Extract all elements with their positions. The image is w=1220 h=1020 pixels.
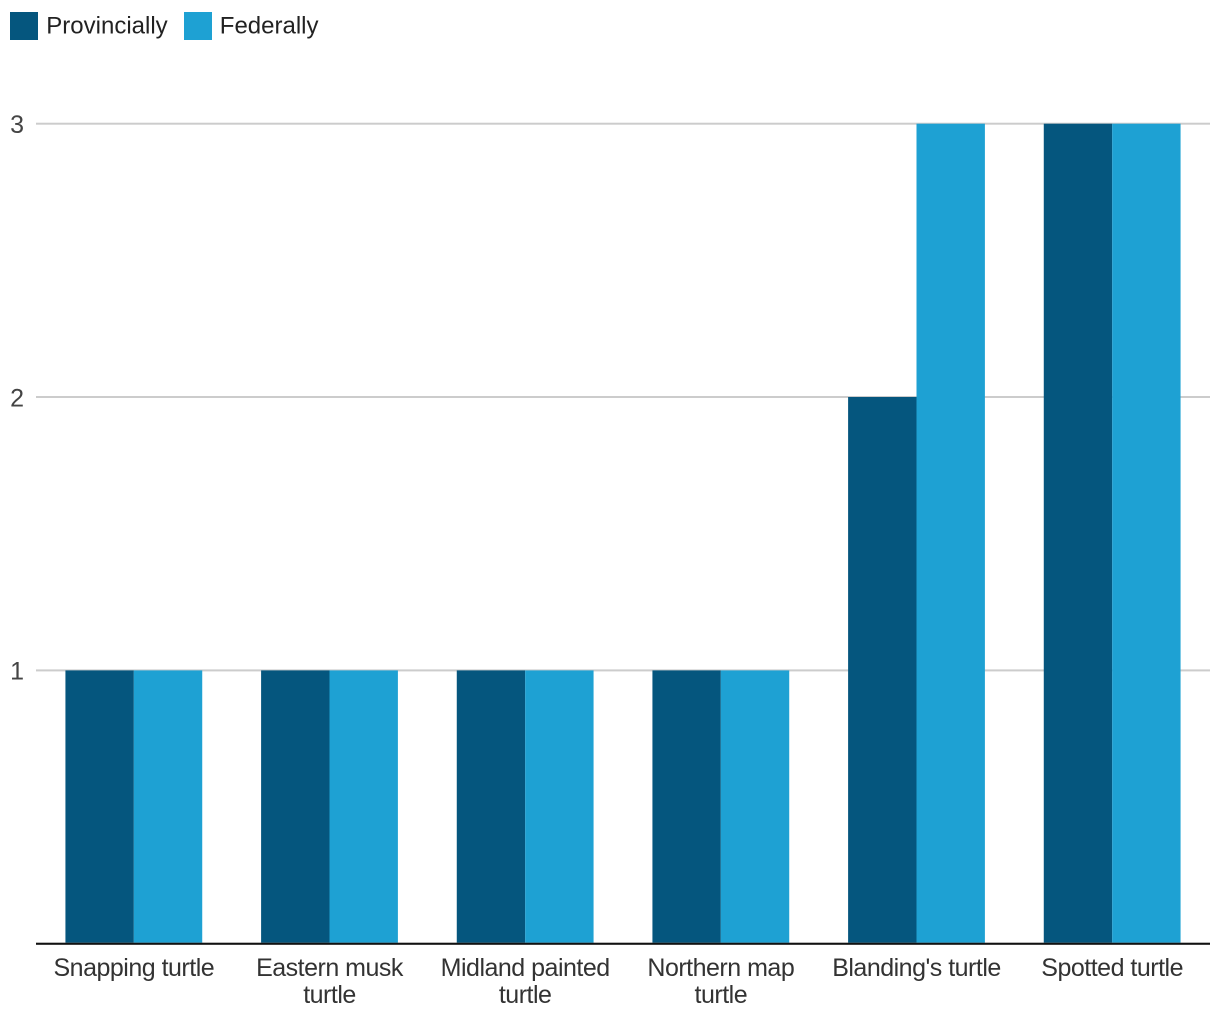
svg-text:Midland painted: Midland painted	[441, 954, 610, 982]
svg-text:turtle: turtle	[303, 981, 356, 1009]
svg-text:Blanding's turtle: Blanding's turtle	[832, 954, 1001, 982]
svg-text:Snapping turtle: Snapping turtle	[53, 954, 214, 982]
svg-text:1: 1	[10, 658, 24, 686]
svg-text:Provincially: Provincially	[46, 13, 167, 40]
svg-text:Eastern musk: Eastern musk	[256, 954, 404, 982]
svg-text:Spotted turtle: Spotted turtle	[1041, 954, 1183, 982]
svg-text:3: 3	[10, 111, 24, 139]
svg-text:turtle: turtle	[695, 981, 748, 1009]
svg-text:Federally: Federally	[220, 13, 319, 40]
svg-text:turtle: turtle	[499, 981, 552, 1009]
svg-text:2: 2	[10, 384, 24, 412]
svg-text:Northern map: Northern map	[647, 954, 794, 982]
